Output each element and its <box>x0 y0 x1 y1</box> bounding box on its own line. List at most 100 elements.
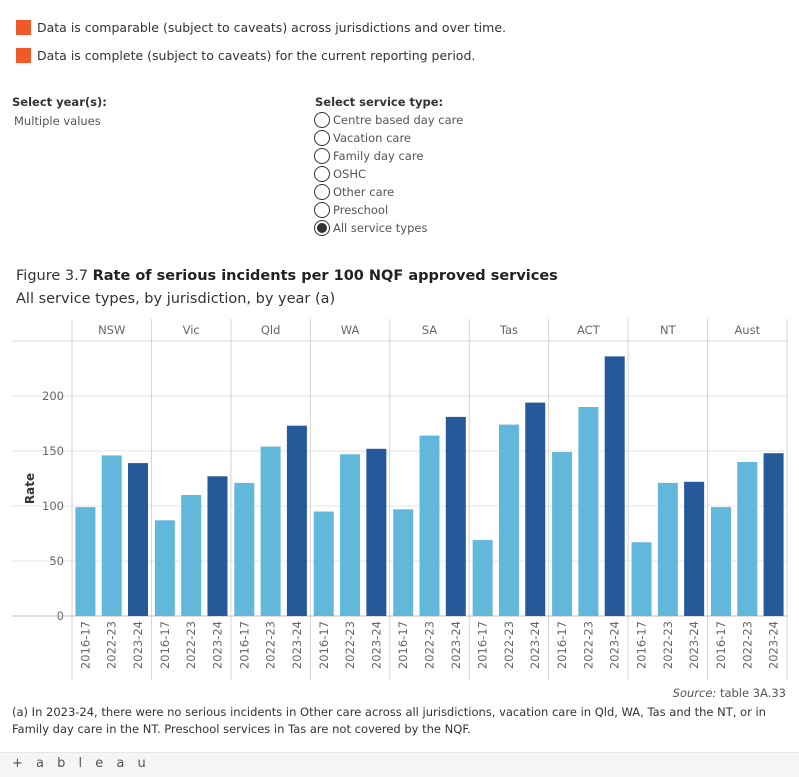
legend-swatch <box>16 48 31 63</box>
panel-header-wa: WA <box>341 323 360 337</box>
bar-tas-2016-17 <box>472 540 493 616</box>
bar-vic-2022-23 <box>181 495 202 616</box>
bar-nt-2022-23 <box>657 482 678 616</box>
radio-circle[interactable] <box>314 130 330 146</box>
panel-header-qld: Qld <box>261 323 281 337</box>
x-tick-label: 2023-24 <box>528 621 542 669</box>
x-tick-label: 2023-24 <box>767 621 781 669</box>
x-tick-label: 2022-23 <box>423 621 437 669</box>
year-filter-dropdown[interactable]: Multiple values <box>14 114 101 128</box>
x-tick-label: 2022-23 <box>343 621 357 669</box>
legend-item-comparable: Data is comparable (subject to caveats) … <box>16 20 506 35</box>
radio-option-centre-based-day-care[interactable]: Centre based day care <box>314 111 463 129</box>
service-type-radio-group: Centre based day care Vacation care Fami… <box>314 111 463 237</box>
bar-sa-2023-24 <box>445 416 466 616</box>
bar-qld-2023-24 <box>286 425 307 616</box>
y-tick-label: 50 <box>49 554 64 568</box>
radio-selected-dot <box>317 223 327 233</box>
panel-header-act: ACT <box>577 323 601 337</box>
y-axis-label: Rate <box>23 473 37 504</box>
bar-act-2023-24 <box>604 356 625 616</box>
radio-label: Family day care <box>333 149 424 163</box>
bar-act-2016-17 <box>552 452 573 616</box>
panel-header-aust: Aust <box>734 323 760 337</box>
radio-circle-selected[interactable] <box>314 220 330 236</box>
x-tick-label: 2022-23 <box>105 621 119 669</box>
y-tick-label: 150 <box>42 444 64 458</box>
bar-vic-2016-17 <box>154 520 175 616</box>
radio-option-preschool[interactable]: Preschool <box>314 201 463 219</box>
figure-number: Figure 3.7 <box>16 268 88 284</box>
radio-circle[interactable] <box>314 184 330 200</box>
panel-header-nt: NT <box>660 323 677 337</box>
bar-qld-2016-17 <box>234 482 255 616</box>
radio-circle[interactable] <box>314 166 330 182</box>
year-filter-title: Select year(s): <box>12 95 107 109</box>
radio-circle[interactable] <box>314 112 330 128</box>
x-tick-label: 2022-23 <box>581 621 595 669</box>
x-tick-label: 2016-17 <box>476 621 490 669</box>
bar-tas-2023-24 <box>525 402 546 616</box>
x-tick-label: 2023-24 <box>210 621 224 669</box>
radio-label: OSHC <box>333 167 367 181</box>
source-text: table 3A.33 <box>719 686 786 700</box>
bar-act-2022-23 <box>578 407 599 616</box>
panel-header-tas: Tas <box>499 323 518 337</box>
x-tick-label: 2022-23 <box>184 621 198 669</box>
bar-wa-2023-24 <box>366 448 387 616</box>
x-tick-label: 2023-24 <box>290 621 304 669</box>
source-label: Source: <box>672 686 717 700</box>
radio-circle[interactable] <box>314 148 330 164</box>
bar-nt-2016-17 <box>631 542 652 616</box>
x-tick-label: 2016-17 <box>237 621 251 669</box>
tableau-toolbar: + a b l e a u <box>0 752 799 777</box>
radio-option-all-service-types[interactable]: All service types <box>314 219 463 237</box>
x-tick-label: 2023-24 <box>687 621 701 669</box>
radio-option-vacation-care[interactable]: Vacation care <box>314 129 463 147</box>
source-note: Source: table 3A.33 <box>673 686 786 700</box>
radio-option-other-care[interactable]: Other care <box>314 183 463 201</box>
figure-title-text: Rate of serious incidents per 100 NQF ap… <box>92 268 558 284</box>
radio-label: Centre based day care <box>333 113 464 127</box>
bar-sa-2022-23 <box>419 435 440 616</box>
bar-tas-2022-23 <box>498 424 519 616</box>
bar-wa-2022-23 <box>340 454 361 616</box>
x-tick-label: 2022-23 <box>502 621 516 669</box>
radio-label: All service types <box>333 221 428 235</box>
bar-wa-2016-17 <box>313 511 334 616</box>
x-tick-label: 2016-17 <box>555 621 569 669</box>
radio-circle[interactable] <box>314 202 330 218</box>
panel-header-vic: Vic <box>183 323 200 337</box>
x-tick-label: 2023-24 <box>369 621 383 669</box>
legend-item-complete: Data is complete (subject to caveats) fo… <box>16 48 475 63</box>
x-tick-label: 2022-23 <box>264 621 278 669</box>
bar-nsw-2023-24 <box>128 463 149 616</box>
figure-subtitle: All service types, by jurisdiction, by y… <box>16 291 336 307</box>
bar-aust-2022-23 <box>737 462 758 616</box>
x-tick-label: 2016-17 <box>714 621 728 669</box>
bar-aust-2016-17 <box>710 507 731 616</box>
radio-label: Vacation care <box>333 131 411 145</box>
bar-qld-2022-23 <box>260 446 281 616</box>
radio-option-oshc[interactable]: OSHC <box>314 165 463 183</box>
bar-nsw-2016-17 <box>75 507 96 616</box>
x-tick-label: 2016-17 <box>396 621 410 669</box>
bar-nt-2023-24 <box>684 481 705 616</box>
tableau-logo[interactable]: + a b l e a u <box>12 756 151 771</box>
radio-label: Preschool <box>333 203 389 217</box>
footnote: (a) In 2023-24, there were no serious in… <box>12 705 766 736</box>
x-tick-label: 2016-17 <box>158 621 172 669</box>
x-tick-label: 2023-24 <box>131 621 145 669</box>
x-tick-label: 2016-17 <box>78 621 92 669</box>
legend-label: Data is complete (subject to caveats) fo… <box>37 48 476 63</box>
panel-header-sa: SA <box>422 323 438 337</box>
x-tick-label: 2016-17 <box>317 621 331 669</box>
x-tick-label: 2022-23 <box>740 621 754 669</box>
y-tick-label: 100 <box>42 499 64 513</box>
service-filter-title: Select service type: <box>315 95 444 109</box>
y-tick-label: 200 <box>42 389 64 403</box>
panel-header-nsw: NSW <box>98 323 125 337</box>
figure-title: Figure 3.7 Rate of serious incidents per… <box>16 268 558 284</box>
bar-nsw-2022-23 <box>101 455 122 616</box>
radio-option-family-day-care[interactable]: Family day care <box>314 147 463 165</box>
